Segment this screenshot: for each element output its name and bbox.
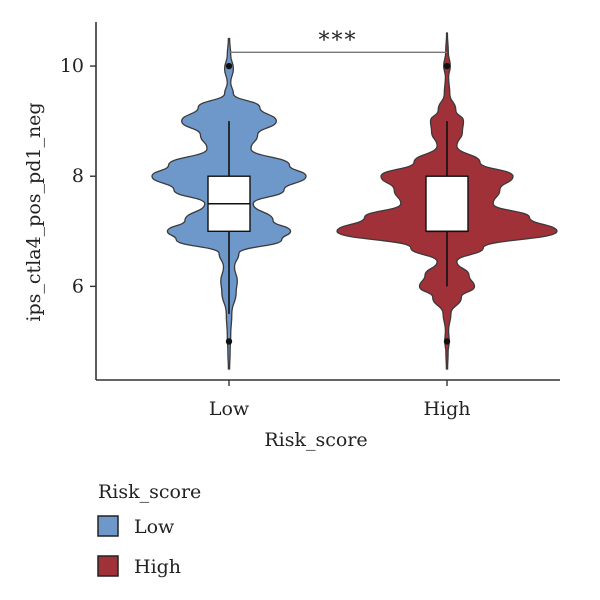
- outlier-point-high: [443, 62, 451, 70]
- x-tick-label: Low: [209, 398, 250, 420]
- legend: Risk_score Low High: [97, 481, 201, 578]
- significance-label: ***: [319, 28, 358, 53]
- outlier-point-low: [225, 338, 233, 345]
- legend-swatch-high: [97, 555, 119, 577]
- y-axis-ticks: 6 8 10: [60, 55, 96, 297]
- plot-area: [151, 32, 558, 370]
- legend-swatch-low: [97, 515, 119, 537]
- x-tick-label: High: [423, 398, 470, 420]
- y-axis-title: ips_ctla4_pos_pd1_neg: [23, 102, 45, 321]
- y-tick-label: 10: [60, 55, 84, 77]
- legend-label-low: Low: [134, 516, 175, 538]
- x-axis-title: Risk_score: [264, 429, 367, 451]
- y-tick-label: 8: [72, 165, 84, 187]
- x-axis-ticks: Low High: [209, 380, 471, 420]
- outlier-point-high: [443, 338, 451, 345]
- y-tick-label: 6: [72, 275, 84, 297]
- legend-items: Low High: [97, 515, 181, 578]
- legend-title: Risk_score: [98, 481, 201, 503]
- box-high: [425, 175, 469, 232]
- outlier-point-low: [225, 62, 233, 70]
- legend-label-high: High: [134, 556, 181, 578]
- significance-annotation: ***: [229, 28, 447, 53]
